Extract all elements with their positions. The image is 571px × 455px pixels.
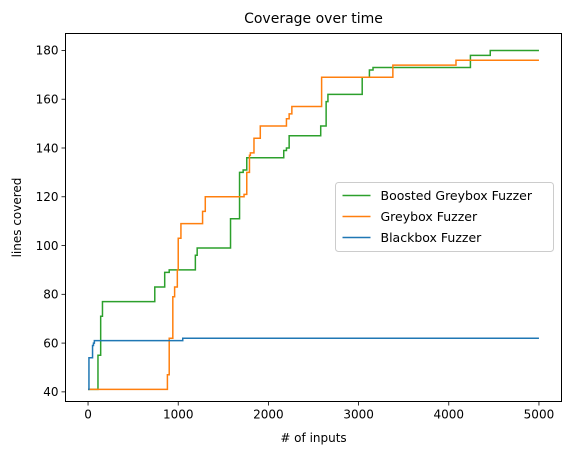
series-line-greybox-fuzzer: [88, 59, 539, 391]
x-tick-label: 1000: [163, 408, 194, 422]
x-tick-label: 2000: [253, 408, 284, 422]
legend: Boosted Greybox Fuzzer Greybox Fuzzer Blac…: [335, 182, 554, 252]
y-tick-label: 40: [43, 385, 58, 399]
x-tick-label: 4000: [433, 408, 464, 422]
chart-title: Coverage over time: [244, 11, 383, 27]
series-line-blackbox-fuzzer: [88, 337, 539, 391]
legend-label: Greybox Fuzzer: [381, 209, 478, 224]
x-axis-ticks: 0 1000 2000 3000 4000 5000: [84, 401, 555, 422]
x-axis-label: # of inputs: [280, 431, 346, 445]
x-tick-label: 3000: [343, 408, 374, 422]
legend-label: Boosted Greybox Fuzzer: [381, 188, 533, 203]
y-tick-label: 60: [43, 336, 58, 350]
y-tick-label: 120: [36, 190, 59, 204]
y-tick-label: 160: [36, 93, 59, 107]
axes-frame: [65, 33, 562, 402]
y-tick-label: 80: [43, 288, 58, 302]
x-tick-label: 5000: [524, 408, 555, 422]
y-tick-label: 180: [36, 44, 59, 58]
x-tick-label: 0: [84, 408, 92, 422]
legend-label: Blackbox Fuzzer: [381, 230, 483, 245]
y-axis-label: lines covered: [10, 178, 24, 258]
y-tick-label: 140: [36, 141, 59, 155]
y-axis-ticks: 40 60 80 100 120 140 160 180: [36, 44, 66, 399]
series-line-boosted-greybox-fuzzer: [88, 49, 539, 391]
series-lines: [88, 49, 539, 391]
legend-box: [335, 182, 554, 252]
y-tick-label: 100: [36, 239, 59, 253]
